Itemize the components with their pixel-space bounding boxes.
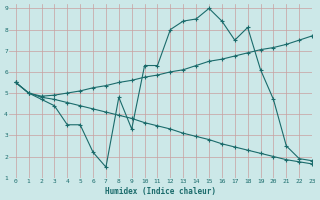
X-axis label: Humidex (Indice chaleur): Humidex (Indice chaleur)	[105, 187, 216, 196]
